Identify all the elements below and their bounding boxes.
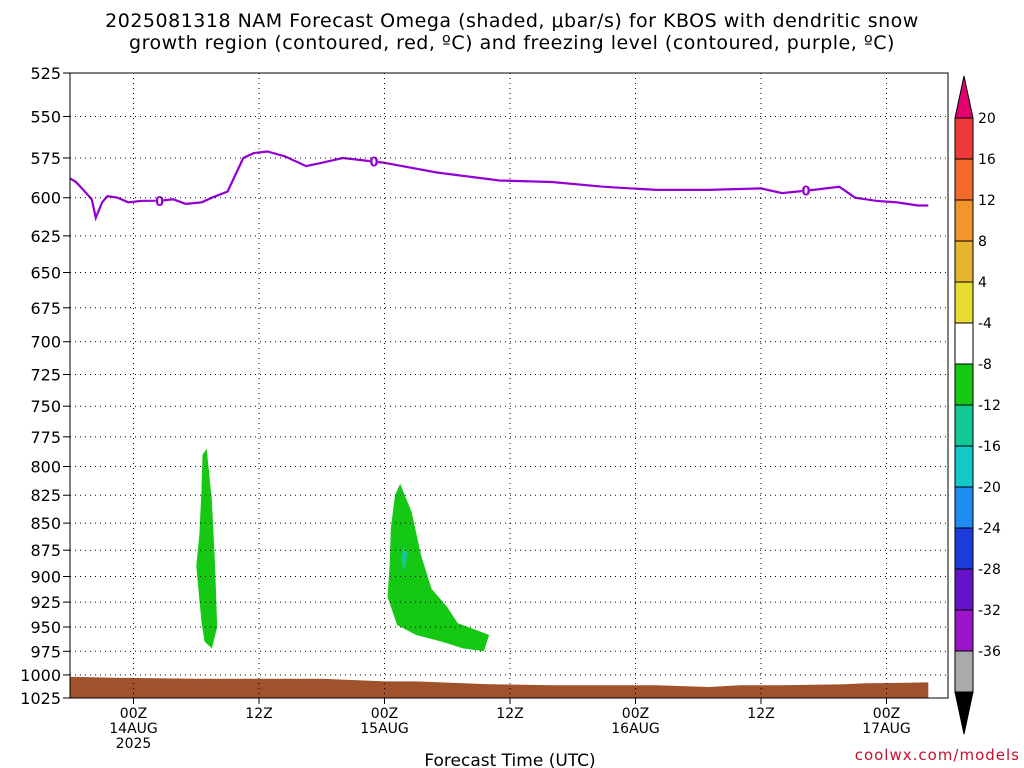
plot-frame [69,72,949,699]
x-tick-label-36-l1: 12Z [496,706,523,722]
colorbar-label-11: -28 [978,562,1001,578]
x-tick-label-24-l2: 15AUG [360,721,409,737]
colorbar-swatch-1 [954,158,974,201]
y-tick-label-775: 775 [30,428,61,447]
colorbar-label-12: -32 [978,603,1001,619]
x-tick-label-12-l1: 12Z [245,706,272,722]
colorbar: 20 16 12 8 4 -4 -8 -12 -16 -20 -24 -28 -32 -36 [954,75,1001,735]
colorbar-label-13: -36 [978,644,1001,660]
colorbar-label-7: -12 [978,398,1001,414]
omega-region-0 [5,433,17,550]
freezing-label-bg-0 [155,195,164,206]
colorbar-swatch-9 [954,486,974,529]
x-axis-label: Forecast Time (UTC) [424,751,595,768]
y-tick-label-925: 925 [30,593,61,612]
colorbar-swatch-2 [954,199,974,242]
y-tick-label-1025: 1025 [20,689,61,708]
freezing-label-bg-1 [370,156,379,167]
colorbar-swatch-8 [954,445,974,488]
y-tick-label-725: 725 [30,366,61,385]
colorbar-label-2: 12 [978,193,996,209]
colorbar-swatch-10 [954,527,974,570]
x-tick-label-24-l1: 00Z [371,706,398,722]
y-tick-label-550: 550 [30,107,61,126]
y-tick-label-875: 875 [30,541,61,560]
y-tick-label-750: 750 [30,397,61,416]
y-tick-label-650: 650 [30,264,61,283]
y-tick-label-975: 975 [30,642,61,661]
chart-title: 2025081318 NAM Forecast Omega (shaded, μ… [0,10,1024,54]
y-tick-label-700: 700 [30,333,61,352]
colorbar-label-6: -8 [978,357,992,373]
surface-terrain [70,676,929,698]
x-tick-label-72-l2: 17AUG [862,721,911,737]
title-line-1: 2025081318 NAM Forecast Omega (shaded, μ… [105,10,919,32]
x-tick-label-72-l1: 00Z [873,706,900,722]
freezing-level-line [70,150,929,222]
title-line-2: growth region (contoured, red, ºC) and f… [129,32,895,54]
y-tick-label-600: 600 [30,189,61,208]
colorbar-label-10: -24 [978,521,1001,537]
grid-layer [70,72,948,699]
colorbar-swatch-13 [954,650,974,693]
y-tick-label-625: 625 [30,227,61,246]
y-tick-label-900: 900 [30,568,61,587]
watermark: coolwx.com/models [854,746,1020,764]
colorbar-swatch-7 [954,404,974,447]
x-tick-label-0-l1: 00Z [120,706,147,722]
colorbar-label-5: -4 [978,316,992,332]
freezing-level-label-1: 0 [370,156,379,171]
y-tick-label-675: 675 [30,299,61,318]
x-tick-label-48-l2: 16AUG [611,721,660,737]
y-tick-label-525: 525 [30,64,61,83]
colorbar-swatch-3 [954,240,974,283]
y-tick-label-800: 800 [30,457,61,476]
x-tick-label-60-l1: 12Z [747,706,774,722]
colorbar-bottom-arrow [954,691,974,735]
y-tick-label-950: 950 [30,618,61,637]
x-tick-label-0-l2: 14AUG [109,721,158,737]
colorbar-swatch-11 [954,568,974,611]
omega-region-4 [196,448,218,649]
colorbar-label-8: -16 [978,439,1001,455]
colorbar-swatch-6 [954,363,974,406]
y-tick-label-1000: 1000 [20,666,61,685]
colorbar-swatch-12 [954,609,974,652]
colorbar-label-3: 8 [978,234,987,250]
colorbar-top-arrow [954,75,974,119]
colorbar-swatch-5 [954,322,974,365]
y-tick-label-575: 575 [30,149,61,168]
x-tick-label-0-l3: 2025 [116,736,152,752]
colorbar-label-1: 16 [978,152,996,168]
y-tick-label-850: 850 [30,514,61,533]
y-tick-label-825: 825 [30,486,61,505]
axis-layer: 525 550 575 600 625 650 675 700 725 750 775 800 825 8… [20,64,949,752]
freezing-label-bg-2 [801,185,810,196]
colorbar-label-9: -20 [978,480,1001,496]
x-tick-label-48-l1: 00Z [622,706,649,722]
colorbar-swatch-4 [954,281,974,324]
colorbar-swatch-0 [954,117,974,160]
omega-region-5 [387,483,490,652]
colorbar-label-0: 20 [978,111,996,127]
colorbar-label-4: 4 [978,275,987,291]
data-layer: 0 0 0 [5,150,929,698]
freezing-level-label-0: 0 [155,195,164,210]
omega-region-6 [401,547,408,572]
freezing-level-label-2: 0 [801,185,810,200]
